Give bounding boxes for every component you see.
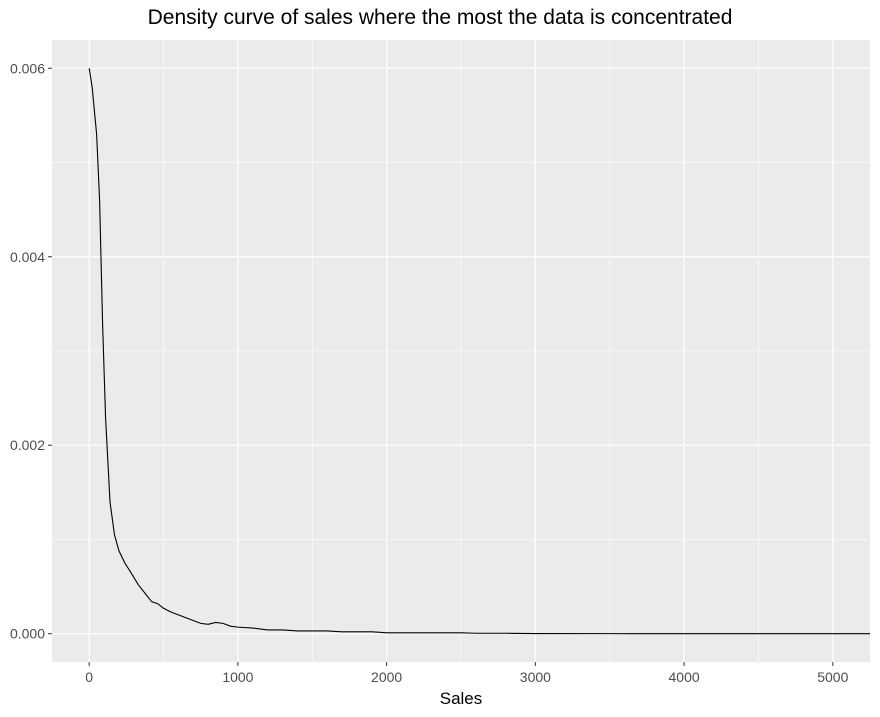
x-tick-label: 3000	[520, 669, 551, 685]
x-tick-label: 4000	[669, 669, 700, 685]
x-tick-label: 5000	[817, 669, 848, 685]
y-axis-ticks: 0.000 0.002 0.004 0.006	[10, 60, 52, 642]
y-tick-label: 0.002	[10, 437, 45, 453]
x-axis-title: Sales	[440, 689, 483, 708]
y-tick-label: 0.006	[10, 60, 45, 76]
minor-gridlines	[52, 40, 870, 662]
x-tick-label: 2000	[371, 669, 402, 685]
chart-title: Density curve of sales where the most th…	[147, 6, 733, 29]
x-tick-label: 1000	[222, 669, 253, 685]
x-axis-ticks: 0 1000 2000 3000 4000 5000	[85, 662, 849, 685]
y-tick-label: 0.004	[10, 249, 45, 265]
density-curve	[88, 68, 871, 635]
x-tick-label: 0	[85, 669, 93, 685]
y-tick-label: 0.000	[10, 626, 45, 642]
major-gridlines	[52, 40, 870, 662]
